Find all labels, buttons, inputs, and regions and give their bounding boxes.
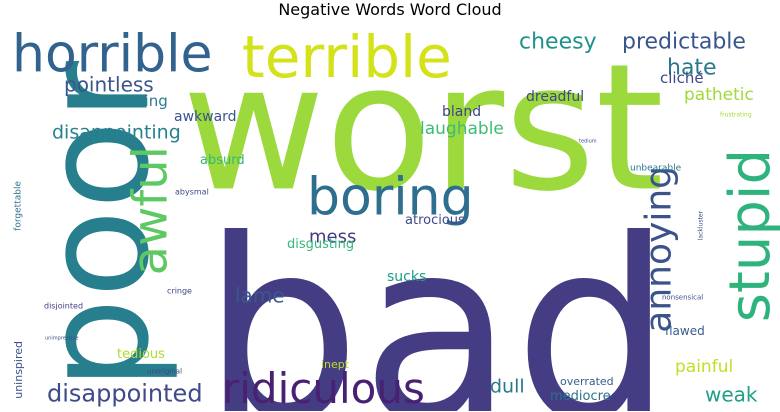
word-overrated: overrated (560, 375, 614, 388)
word-poor: poor (13, 61, 182, 390)
chart-title: Negative Words Word Cloud (278, 0, 502, 19)
word-inept: inept (321, 358, 350, 371)
word-abysmal: abysmal (175, 187, 209, 196)
word-mess: mess (309, 227, 356, 248)
word-annoying: annoying (638, 166, 679, 333)
word-painful: painful (675, 357, 733, 377)
word-forgettable: forgettable (13, 181, 23, 231)
word-uninteresting: uninteresting (68, 92, 168, 110)
word-awful: awful (123, 146, 179, 275)
word-disappointed: disappointed (47, 379, 203, 407)
word-predictable: predictable (622, 29, 746, 54)
word-ridiculous: ridiculous (222, 364, 425, 411)
word-laughable: laughable (420, 119, 504, 139)
word-horrible: horrible (12, 24, 213, 84)
word-tedium: tedium (579, 139, 597, 145)
word-mediocre: mediocre (550, 389, 611, 404)
word-sucks: sucks (387, 269, 426, 285)
word-pathetic: pathetic (684, 85, 754, 105)
word-cheesy: cheesy (519, 29, 597, 54)
word-terrible: terrible (242, 23, 452, 91)
word-frustrating: frustrating (720, 112, 752, 119)
word-bland: bland (442, 104, 481, 120)
word-unimpressive: unimpressive (45, 336, 78, 342)
word-lackluster: lackluster (698, 210, 705, 240)
word-awkward: awkward (174, 109, 237, 125)
word-atrocious: atrocious (405, 213, 465, 228)
word-absurd: absurd (200, 153, 245, 168)
word-weak: weak (705, 383, 758, 407)
word-tedious: tedious (117, 347, 165, 362)
word-nonsensical: nonsensical (662, 293, 703, 301)
word-worst: worst (182, 27, 664, 230)
word-bad: bad (202, 186, 673, 411)
word-uninspired: uninspired (12, 341, 25, 399)
word-cloud-area: bad worst poor terrible horrible boring stupid… (12, 21, 780, 411)
word-cringe: cringe (167, 286, 192, 295)
word-lame: lame (235, 284, 285, 308)
word-hate: hate (667, 55, 717, 80)
word-disgusting: disgusting (287, 237, 354, 252)
word-flawed: flawed (665, 324, 705, 338)
word-disappointing: disappointing (52, 122, 181, 144)
word-cliché: cliché (660, 69, 704, 87)
word-dull: dull (490, 376, 525, 398)
word-stupid: stupid (718, 149, 780, 322)
word-pointless: pointless (64, 73, 154, 97)
word-unbearable: unbearable (630, 163, 682, 173)
word-unoriginal: unoriginal (147, 367, 182, 375)
word-boring: boring (307, 167, 474, 227)
word-disjointed: disjointed (44, 301, 83, 310)
word-dreadful: dreadful (526, 89, 584, 105)
